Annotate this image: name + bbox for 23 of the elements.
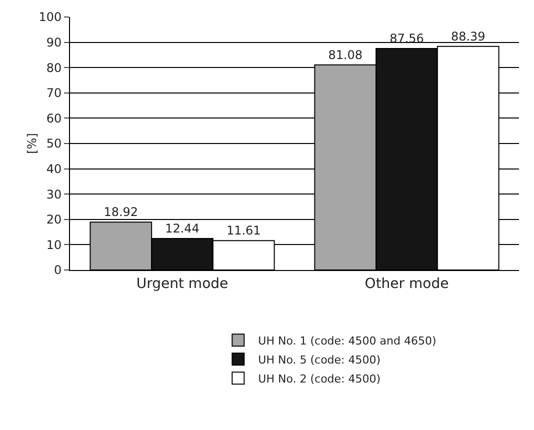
legend-label: UH No. 1 (code: 4500 and 4650) bbox=[258, 334, 436, 348]
y-tick-label: 30 bbox=[46, 187, 62, 202]
y-tick-label: 10 bbox=[46, 238, 62, 252]
legend-label: UH No. 2 (code: 4500) bbox=[258, 372, 381, 386]
data-label: 11.61 bbox=[226, 224, 261, 238]
y-tick-label: 20 bbox=[46, 212, 62, 227]
data-label: 18.92 bbox=[104, 205, 138, 220]
y-tick-label: 70 bbox=[46, 86, 62, 100]
y-tick-label: 80 bbox=[46, 60, 62, 75]
y-tick-label: 50 bbox=[46, 136, 62, 151]
data-label: 88.39 bbox=[450, 29, 486, 44]
y-tick-label: 0 bbox=[54, 263, 62, 278]
x-tick-label: Other mode bbox=[364, 276, 449, 292]
y-tick-label: 90 bbox=[46, 36, 62, 50]
y-axis-title: [%] bbox=[25, 133, 39, 154]
y-tick-label: 40 bbox=[46, 162, 62, 176]
x-tick-label: Urgent mode bbox=[136, 276, 228, 292]
data-label: 12.44 bbox=[165, 222, 200, 236]
y-tick-label: 100 bbox=[38, 10, 62, 24]
data-label: 81.08 bbox=[328, 48, 363, 62]
legend-label: UH No. 5 (code: 4500) bbox=[258, 353, 381, 366]
data-label: 87.56 bbox=[390, 31, 424, 46]
y-tick-label: 60 bbox=[46, 111, 62, 126]
